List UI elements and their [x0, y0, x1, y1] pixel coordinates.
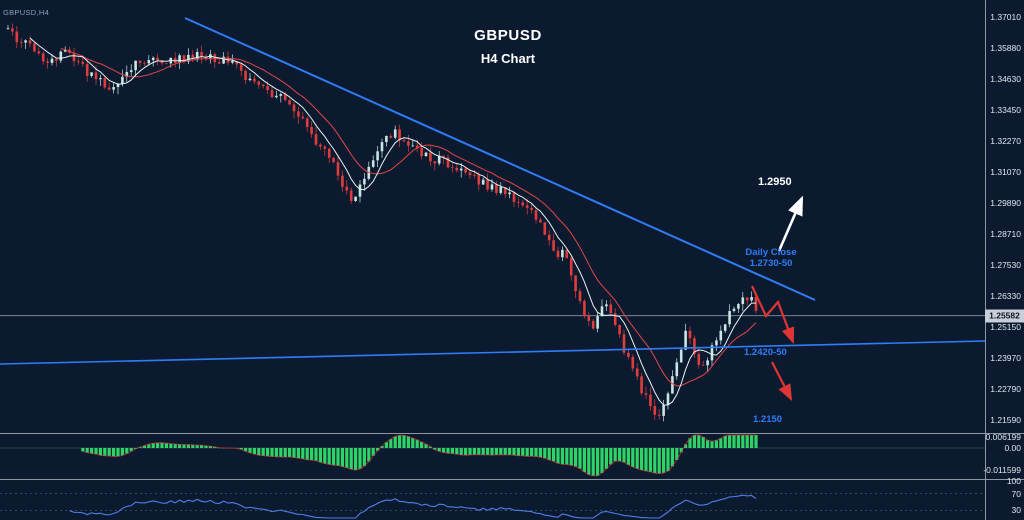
price-axis-label: 1.22790: [990, 384, 1021, 394]
price-axis-label: 1.29890: [990, 198, 1021, 208]
current-price-tag: 1.25582: [985, 309, 1024, 323]
indicator-axis-label: -0.011599: [983, 464, 1021, 475]
price-axis-label: 1.28710: [990, 229, 1021, 239]
price-axis-label: 1.35880: [990, 43, 1021, 53]
daily-close-label[interactable]: Daily Close 1.2730-50: [734, 247, 808, 269]
price-axis-label: 1.34630: [990, 74, 1021, 84]
chart-title-timeframe: H4 Chart: [480, 51, 536, 66]
price-axis-label: 1.21590: [990, 415, 1021, 425]
support-zone-label[interactable]: 1.2420-50: [744, 347, 787, 358]
symbol-info-label: GBPUSD,H4: [3, 8, 50, 17]
downside-target-label[interactable]: 1.2150: [753, 414, 783, 425]
price-axis-label: 1.33450: [990, 105, 1021, 115]
price-axis-label: 1.31070: [990, 167, 1021, 177]
price-axis-label: 1.32270: [990, 136, 1021, 146]
price-axis-label: 1.23970: [990, 353, 1021, 363]
price-axis-label: 1.26330: [990, 291, 1021, 301]
chart-title: GBPUSD H4 Chart: [408, 27, 608, 66]
price-axis-label: 1.25150: [990, 322, 1021, 332]
daily-close-label-line1: Daily Close: [745, 247, 797, 258]
chart-title-symbol: GBPUSD: [474, 27, 542, 44]
indicator-axis-label: 70: [1011, 488, 1021, 499]
price-axis-label: 1.27530: [990, 260, 1021, 270]
indicator-axis-label: 100: [1006, 476, 1021, 486]
daily-close-label-line2: 1.2730-50: [749, 258, 793, 269]
indicator-axis-label: 30: [1011, 505, 1021, 516]
indicator-axis-label: 0.00: [1004, 443, 1021, 453]
price-axis-label: 1.37010: [990, 12, 1021, 22]
indicator-axis-label: 0.006199: [985, 431, 1021, 442]
upside-target-label[interactable]: 1.2950: [758, 176, 792, 188]
